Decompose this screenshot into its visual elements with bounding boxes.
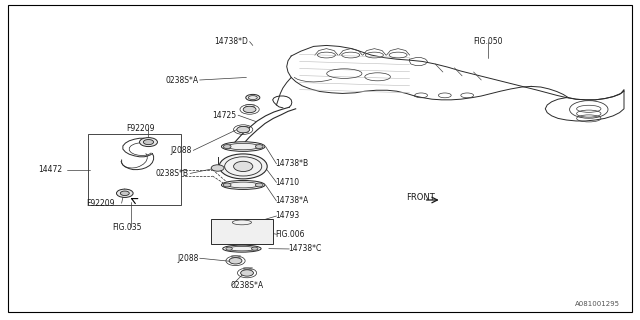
Circle shape — [255, 183, 263, 187]
Ellipse shape — [219, 154, 268, 179]
Circle shape — [229, 258, 242, 264]
Text: 0238S*A: 0238S*A — [230, 281, 264, 290]
Circle shape — [116, 189, 133, 197]
Text: A081001295: A081001295 — [575, 301, 620, 307]
Bar — [88, 134, 181, 205]
Circle shape — [243, 106, 256, 113]
Circle shape — [211, 165, 224, 171]
Text: FIG.035: FIG.035 — [112, 223, 141, 232]
Text: FRONT: FRONT — [406, 193, 435, 202]
Bar — [211, 219, 273, 244]
Text: J2088: J2088 — [177, 254, 198, 263]
Circle shape — [255, 145, 263, 148]
Ellipse shape — [234, 161, 253, 172]
Circle shape — [226, 247, 232, 250]
Circle shape — [241, 270, 253, 276]
Text: 14793: 14793 — [275, 212, 300, 220]
Text: 14738*B: 14738*B — [275, 159, 308, 168]
Circle shape — [143, 140, 154, 145]
Text: 0238S*B: 0238S*B — [156, 169, 189, 178]
Text: FIG.050: FIG.050 — [474, 37, 503, 46]
Text: 14472: 14472 — [38, 165, 63, 174]
Text: 14710: 14710 — [275, 178, 300, 187]
Text: F92209: F92209 — [86, 199, 115, 208]
Ellipse shape — [246, 94, 260, 101]
Circle shape — [252, 247, 258, 250]
Text: F92209: F92209 — [127, 124, 156, 132]
Text: 14738*A: 14738*A — [275, 196, 308, 205]
Text: FIG.006: FIG.006 — [275, 230, 305, 239]
Text: 0238S*A: 0238S*A — [165, 76, 198, 84]
Circle shape — [223, 145, 231, 148]
Circle shape — [140, 138, 157, 147]
Text: J2088: J2088 — [171, 146, 192, 155]
Text: 14738*C: 14738*C — [288, 244, 321, 253]
Text: 14738*D: 14738*D — [214, 37, 248, 46]
Ellipse shape — [221, 180, 265, 189]
Ellipse shape — [223, 245, 261, 252]
Text: 14725: 14725 — [212, 111, 237, 120]
Circle shape — [223, 183, 231, 187]
Circle shape — [120, 191, 129, 196]
Ellipse shape — [221, 142, 265, 151]
Circle shape — [237, 126, 250, 133]
